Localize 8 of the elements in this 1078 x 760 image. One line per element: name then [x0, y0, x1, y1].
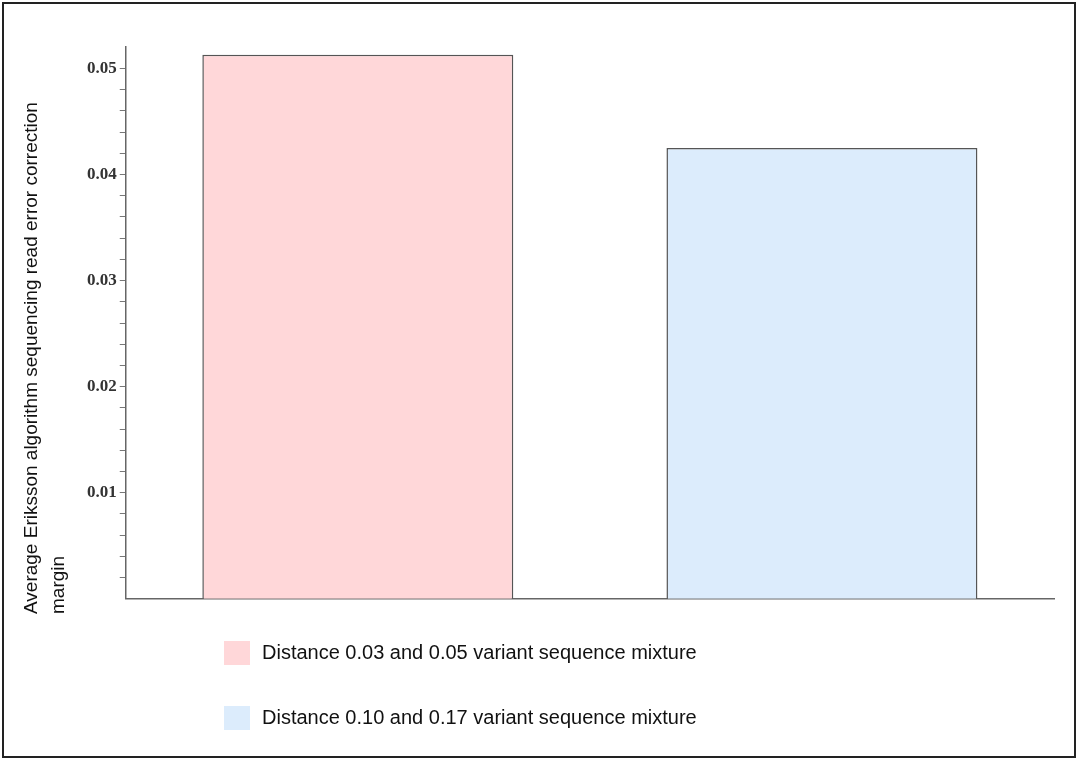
y-tick-label: 0.03 — [87, 269, 117, 289]
legend-label: Distance 0.03 and 0.05 variant sequence mixture — [262, 641, 697, 664]
y-tick-label: 0.04 — [87, 163, 118, 183]
y-axis-title: Average Eriksson algorithm sequencing read error correction margin — [19, 101, 69, 614]
legend-label: Distance 0.10 and 0.17 variant sequence mixture — [262, 706, 697, 729]
y-tick-label: 0.05 — [87, 57, 117, 77]
y-tick-label: 0.01 — [87, 482, 117, 502]
y-tick-label: 0.02 — [87, 376, 117, 396]
